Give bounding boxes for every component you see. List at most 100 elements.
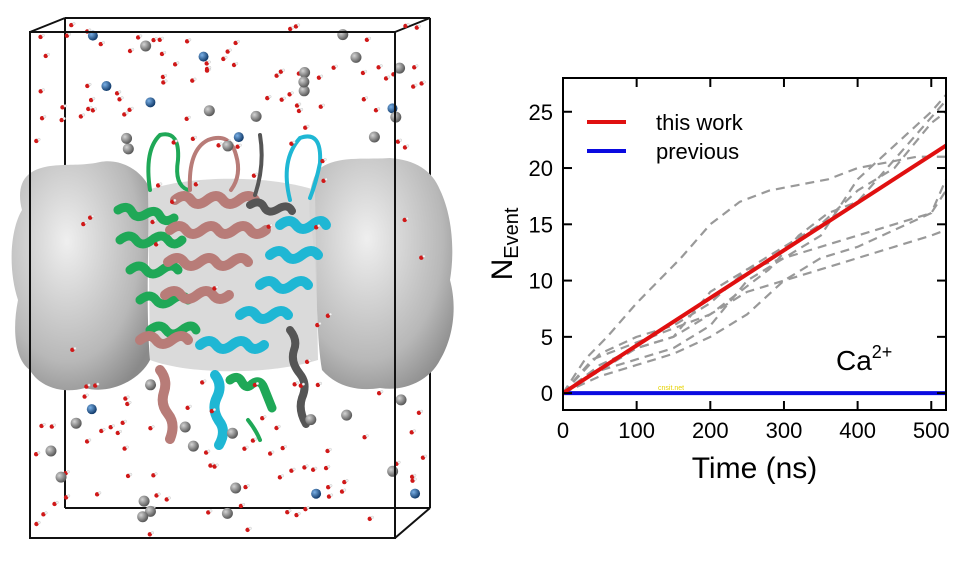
water-molecule [90, 107, 98, 113]
protein-chain-dark [246, 133, 310, 428]
water-molecule [157, 36, 164, 42]
ion-grey [226, 427, 238, 439]
water-molecule [117, 96, 124, 102]
water-molecule [278, 68, 285, 74]
water-molecule [323, 465, 331, 471]
water-molecule [127, 47, 135, 54]
water-molecule [159, 50, 167, 57]
water-molecule [252, 382, 259, 388]
water-molecule [200, 379, 207, 385]
ion-grey [55, 471, 67, 483]
legend-label-previous: previous [656, 139, 739, 164]
water-molecule [225, 48, 232, 54]
water-molecule [93, 382, 100, 388]
water-molecule [125, 400, 132, 407]
water-molecule [33, 451, 41, 457]
x-tick-label: 0 [557, 418, 569, 443]
ion-blue [233, 132, 244, 143]
water-molecule [416, 409, 424, 415]
trajectory-line [562, 178, 948, 395]
water-molecule [293, 23, 301, 29]
water-molecule [99, 427, 106, 434]
water-molecule [315, 381, 322, 388]
water-molecule [313, 224, 321, 230]
water-molecule [331, 64, 338, 70]
water-molecule [310, 466, 318, 472]
water-molecule [59, 117, 66, 123]
water-molecule [298, 382, 305, 388]
watermark: cnsit.net [658, 385, 684, 392]
water-molecule [342, 479, 349, 485]
water-molecule [294, 102, 302, 108]
ion-blue [86, 404, 97, 415]
trajectory-line [562, 155, 946, 394]
ion-grey [298, 85, 310, 97]
water-molecule [122, 111, 129, 117]
y-tick-label: 20 [529, 156, 553, 181]
water-molecule [285, 509, 292, 515]
water-molecule [193, 181, 200, 187]
water-molecule [373, 107, 381, 113]
water-molecule [233, 39, 240, 46]
water-molecule [153, 241, 161, 247]
water-molecule [304, 358, 312, 364]
simulation-box-front [29, 31, 431, 539]
water-molecule [326, 493, 334, 499]
water-molecule [34, 521, 41, 527]
event-count-chart: 0 100 200 300 400 500 0 5 10 15 20 25 this work pre… [470, 0, 960, 560]
water-molecule [274, 72, 281, 78]
water-molecule [287, 91, 294, 97]
axis-ticks: 0 100 200 300 400 500 0 5 10 15 20 25 [529, 78, 950, 443]
svg-text:NEvent: NEvent [486, 207, 523, 280]
water-molecule [326, 484, 333, 490]
water-molecule [52, 500, 59, 507]
water-molecule [250, 437, 258, 443]
water-molecule [376, 64, 383, 70]
water-molecule [206, 509, 213, 515]
ion-grey [250, 110, 262, 122]
water-molecule [325, 312, 333, 318]
ion-grey [368, 131, 380, 143]
water-molecule [212, 285, 219, 291]
ion-grey [122, 143, 134, 155]
water-molecule [315, 322, 322, 328]
water-molecule [318, 103, 325, 109]
water-molecule [204, 60, 211, 66]
water-molecule [164, 496, 171, 502]
water-molecule [294, 512, 301, 518]
legend-label-this-work: this work [656, 110, 744, 135]
water-molecule [190, 77, 197, 83]
water-molecule [98, 41, 105, 47]
water-molecule [203, 449, 211, 455]
ion-grey [350, 51, 362, 63]
water-molecule [87, 214, 95, 220]
legend: this work previous [587, 110, 744, 164]
water-molecule [84, 438, 92, 444]
water-molecule [34, 137, 41, 144]
water-molecule [41, 511, 48, 517]
ion-grey [144, 505, 156, 517]
water-molecule [409, 429, 416, 435]
water-molecule [209, 408, 216, 414]
x-tick-label: 200 [692, 418, 729, 443]
ion-grey [337, 29, 349, 41]
ion-blue [410, 488, 421, 499]
water-molecule [114, 90, 122, 96]
ion-blue [101, 81, 112, 92]
water-molecule [361, 96, 368, 102]
ion-grey [45, 445, 57, 457]
ion-grey [395, 394, 407, 406]
x-axis-label: Time (ns) [692, 452, 818, 485]
ion-grey [341, 409, 353, 421]
water-molecule [402, 216, 409, 223]
water-molecule [172, 61, 180, 67]
ion-grey [70, 417, 82, 429]
water-molecule [123, 395, 130, 401]
water-molecule [184, 115, 191, 121]
ion-grey [203, 105, 215, 117]
water-molecule [170, 198, 177, 205]
water-molecule [108, 424, 115, 430]
water-molecule [251, 172, 259, 178]
water-molecule [292, 381, 299, 387]
water-molecule [411, 83, 418, 89]
